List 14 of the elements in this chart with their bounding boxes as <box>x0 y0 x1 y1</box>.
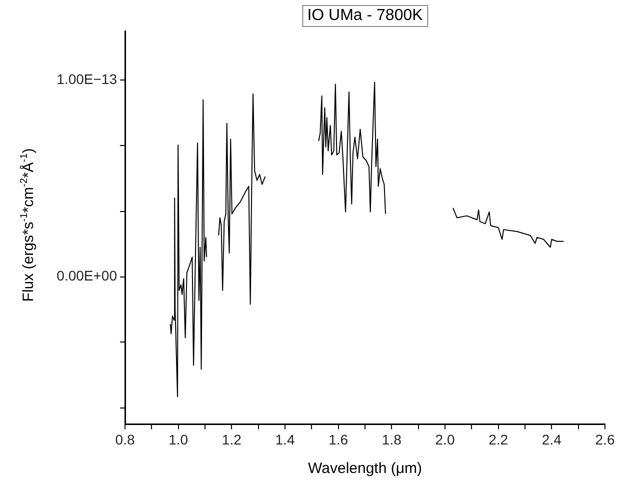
x-tick-label: 1.4 <box>275 431 295 448</box>
x-tick-label: 2.6 <box>595 431 615 448</box>
x-tick-label: 1.6 <box>328 431 348 448</box>
chart-title: IO UMa - 7800K <box>302 5 428 27</box>
x-tick-label: 1.0 <box>168 431 188 448</box>
x-tick-label: 2.4 <box>542 431 562 448</box>
x-tick-label: 1.8 <box>382 431 402 448</box>
y-tick-label: 1.00E−13 <box>56 71 118 88</box>
x-axis-title: Wavelength (μm) <box>308 460 422 478</box>
x-tick-label: 2.0 <box>435 431 455 448</box>
x-tick-label: 0.8 <box>115 431 135 448</box>
x-tick-label: 1.2 <box>222 431 242 448</box>
x-tick-label: 2.2 <box>488 431 508 448</box>
y-tick-label: 0.00E+00 <box>56 268 118 284</box>
